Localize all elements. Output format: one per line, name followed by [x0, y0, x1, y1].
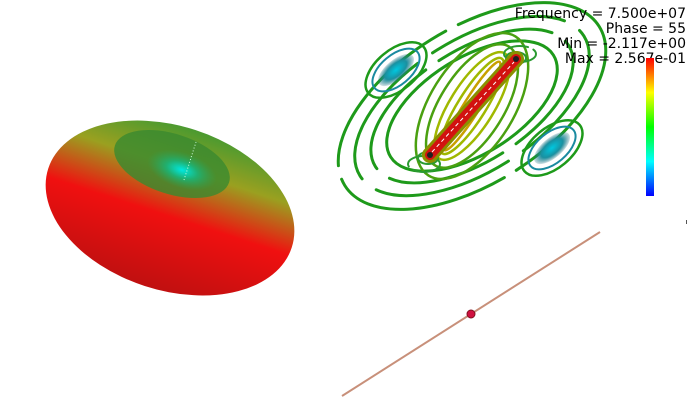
- contour-lobe-upper-left: [364, 40, 428, 100]
- feed-point-marker: [466, 309, 476, 319]
- max-readout: Max = 2.567e-01: [564, 51, 686, 67]
- phase-readout: Phase = 55: [605, 21, 686, 37]
- radiation-pattern-torus: [45, 120, 295, 296]
- antenna-wire: [341, 231, 601, 397]
- viewport-tick-mark: [686, 220, 687, 224]
- min-readout: Min = -2.117e+00: [557, 36, 686, 52]
- frequency-readout: Frequency = 7.500e+07: [514, 6, 686, 22]
- field-contours: [336, 1, 608, 211]
- color-scale-bar: [646, 58, 654, 196]
- contour-lobe-lower-right: [520, 118, 584, 178]
- dipole-surface: [422, 51, 524, 163]
